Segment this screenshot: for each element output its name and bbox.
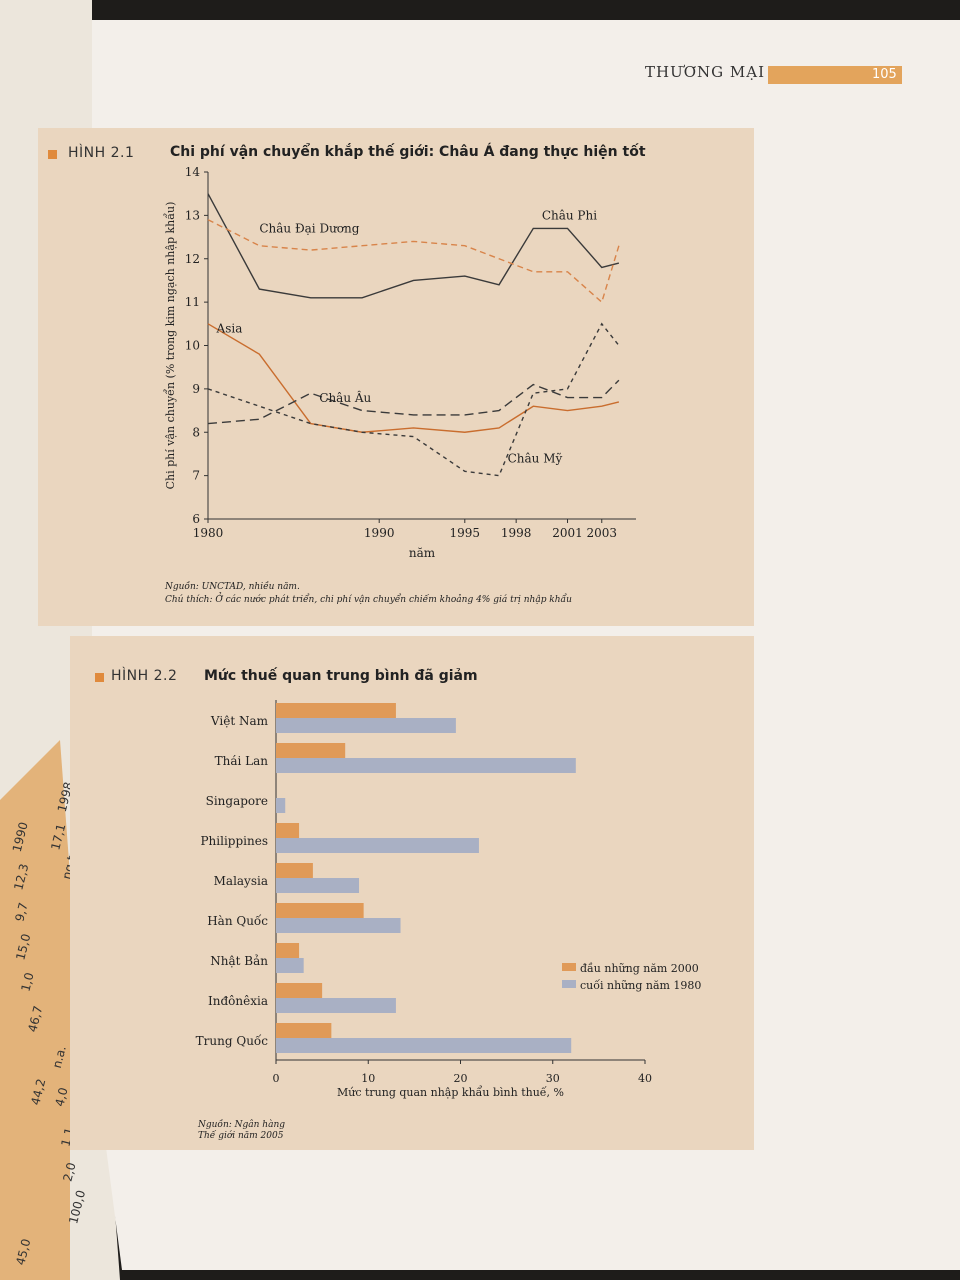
y-tick-label: 13 bbox=[185, 208, 200, 222]
bar bbox=[276, 758, 576, 773]
series-line bbox=[207, 323, 620, 433]
category-label: Singapore bbox=[206, 794, 268, 808]
running-header: THƯƠNG MẠI bbox=[645, 63, 766, 81]
y-tick-label: 6 bbox=[192, 512, 200, 526]
figure-1-title: Chi phí vận chuyển khắp thế giới: Châu Á… bbox=[170, 144, 646, 160]
bar bbox=[276, 983, 323, 998]
series-line bbox=[207, 193, 620, 299]
figure-marker-icon bbox=[48, 150, 57, 159]
bar bbox=[276, 998, 396, 1013]
bar bbox=[276, 903, 364, 918]
series-line bbox=[207, 219, 620, 304]
header-bar bbox=[768, 66, 902, 84]
left-page-table-strip bbox=[0, 740, 70, 1280]
y-tick-label: 9 bbox=[192, 382, 200, 396]
x-tick-label: 1998 bbox=[501, 526, 532, 540]
page-number: 105 bbox=[872, 67, 897, 82]
category-label: Trung Quốc bbox=[196, 1033, 269, 1048]
bar bbox=[276, 798, 286, 813]
category-label: Philippines bbox=[200, 834, 268, 848]
category-label: Việt Nam bbox=[210, 714, 269, 728]
figure-2-label: HÌNH 2.2 bbox=[111, 668, 178, 684]
bar bbox=[276, 823, 300, 838]
bar bbox=[276, 1023, 332, 1038]
y-tick-label: 7 bbox=[192, 469, 200, 483]
category-label: Nhật Bản bbox=[210, 954, 268, 968]
legend-swatch bbox=[562, 963, 576, 971]
legend-label: cuối những năm 1980 bbox=[580, 979, 701, 992]
y-tick-label: 12 bbox=[185, 252, 200, 266]
figure-2-title: Mức thuế quan trung bình đã giảm bbox=[204, 668, 478, 684]
bar bbox=[276, 1038, 572, 1053]
legend-swatch bbox=[562, 980, 576, 988]
y-tick-label: 14 bbox=[185, 165, 201, 179]
category-label: Malaysia bbox=[214, 874, 268, 888]
figure-1-note: Chú thích: Ở các nước phát triển, chi ph… bbox=[165, 595, 572, 605]
bar bbox=[276, 703, 396, 718]
series-label: Asia bbox=[216, 321, 243, 335]
series-line bbox=[207, 379, 620, 425]
x-axis-label: Mức trung quan nhập khẩu bình thuế, % bbox=[337, 1086, 564, 1099]
figure-marker-icon bbox=[95, 673, 104, 682]
y-tick-label: 11 bbox=[185, 295, 200, 309]
category-label: Hàn Quốc bbox=[207, 913, 268, 928]
bar bbox=[276, 958, 304, 973]
bar bbox=[276, 718, 456, 733]
x-tick-label: 1990 bbox=[364, 526, 395, 540]
category-label: Inđônêxia bbox=[208, 994, 268, 1008]
x-axis-label: năm bbox=[409, 546, 436, 560]
x-tick-label: 0 bbox=[273, 1072, 280, 1085]
figure-2-1-panel bbox=[38, 128, 754, 626]
series-label: Châu Mỹ bbox=[508, 452, 563, 466]
y-axis-label: Chi phí vận chuyển (% trong kim ngạch nh… bbox=[163, 202, 177, 490]
figure-2-source: Nguồn: Ngân hàng Thế giới năm 2005 bbox=[198, 1120, 286, 1141]
x-tick-label: 30 bbox=[546, 1072, 560, 1085]
bar bbox=[276, 838, 479, 853]
x-tick-label: 10 bbox=[361, 1072, 375, 1085]
category-label: Thái Lan bbox=[215, 754, 269, 768]
y-tick-label: 8 bbox=[192, 425, 200, 439]
bar bbox=[276, 918, 401, 933]
legend-label: đầu những năm 2000 bbox=[580, 962, 699, 975]
x-tick-label: 1995 bbox=[450, 526, 481, 540]
x-tick-label: 40 bbox=[638, 1072, 652, 1085]
bar bbox=[276, 943, 300, 958]
x-tick-label: 2003 bbox=[586, 526, 617, 540]
series-line bbox=[207, 322, 620, 477]
bar bbox=[276, 863, 313, 878]
bar bbox=[276, 878, 360, 893]
series-label: Châu Đại Dương bbox=[259, 222, 359, 236]
series-label: Châu Phi bbox=[542, 209, 597, 223]
x-tick-label: 1980 bbox=[193, 526, 224, 540]
series-label: Châu Âu bbox=[319, 390, 371, 405]
y-tick-label: 10 bbox=[185, 339, 200, 353]
x-tick-label: 20 bbox=[454, 1072, 468, 1085]
x-tick-label: 2001 bbox=[552, 526, 583, 540]
figure-1-source: Nguồn: UNCTAD, nhiều năm. bbox=[165, 582, 300, 592]
bar bbox=[276, 743, 346, 758]
figure-1-label: HÌNH 2.1 bbox=[68, 145, 135, 161]
